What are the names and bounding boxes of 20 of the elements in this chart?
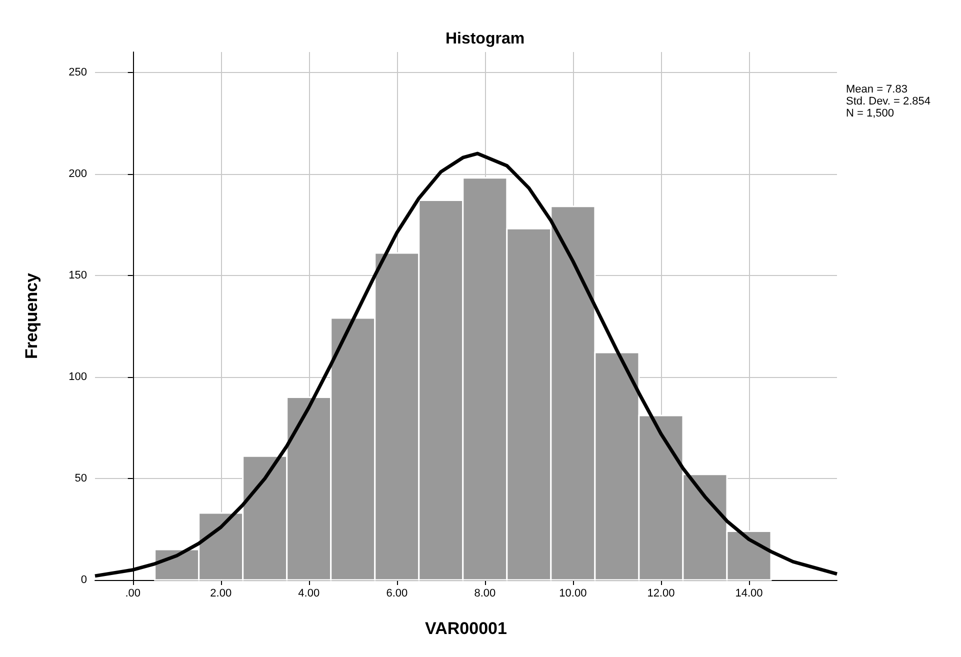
y-tick-label: 0 xyxy=(80,574,87,586)
y-axis-title: Frequency xyxy=(22,272,41,359)
y-tick-label: 250 xyxy=(68,66,87,78)
x-tick-label: 6.00 xyxy=(386,588,408,600)
x-tick-label: 10.00 xyxy=(559,588,587,600)
chart-title: Histogram xyxy=(445,30,525,48)
y-tick-label: 100 xyxy=(68,370,87,383)
x-tick-label: 2.00 xyxy=(210,588,232,600)
x-tick-label: 12.00 xyxy=(647,588,675,600)
y-tick-label: 200 xyxy=(68,168,87,180)
x-tick-label: 14.00 xyxy=(735,588,763,600)
y-tick-label: 150 xyxy=(68,269,87,282)
text: Mean = 7.83 xyxy=(846,84,908,96)
x-tick-label: 8.00 xyxy=(474,588,496,600)
text: N = 1,500 xyxy=(846,108,894,120)
y-tick-label: 50 xyxy=(74,472,87,484)
x-tick-label: .00 xyxy=(125,588,140,600)
x-tick-label: 4.00 xyxy=(298,588,320,600)
text: Std. Dev. = 2.854 xyxy=(846,96,930,108)
x-axis-title: VAR00001 xyxy=(425,619,507,638)
